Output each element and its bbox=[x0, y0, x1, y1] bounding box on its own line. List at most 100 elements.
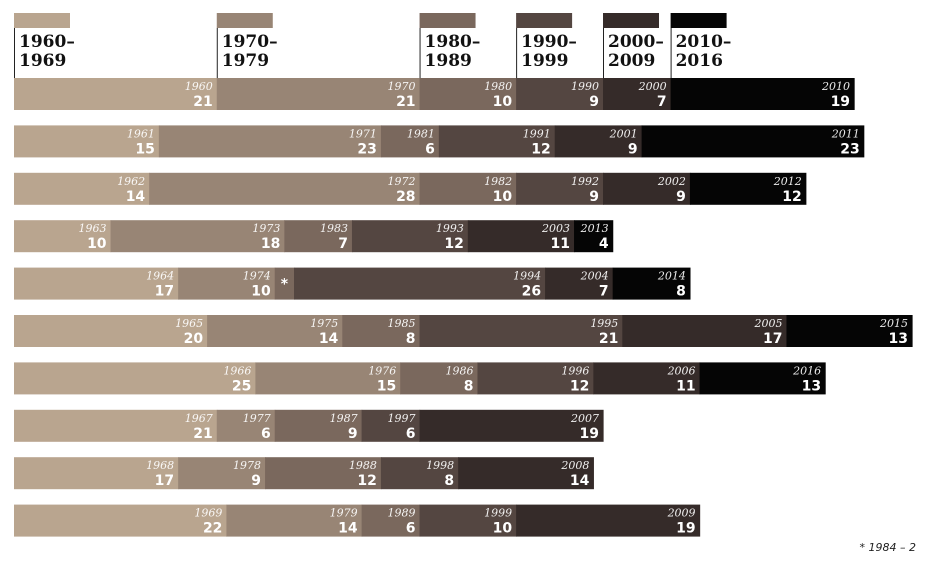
year-label-2004: 2004 bbox=[580, 270, 609, 283]
value-label-1987: 9 bbox=[348, 426, 358, 442]
bar-segment-2006 bbox=[593, 362, 701, 395]
year-label-1993: 1993 bbox=[436, 222, 464, 235]
legend-label-start: 2010– bbox=[676, 32, 732, 52]
bar-rows: 1960211970211980101990920007201019196115… bbox=[14, 78, 913, 537]
bar-segment-1975 bbox=[207, 315, 343, 347]
bar-segment-2003 bbox=[467, 220, 575, 253]
value-label-1995: 21 bbox=[599, 331, 618, 347]
bar-segment-1967 bbox=[14, 409, 218, 442]
year-label-1992: 1992 bbox=[571, 175, 599, 188]
legend-decade-1: 1960–1969 bbox=[14, 13, 75, 78]
bar-segment-1968 bbox=[14, 457, 179, 490]
bar-segment-2010 bbox=[670, 78, 855, 110]
year-label-2011: 2011 bbox=[831, 127, 860, 140]
value-label-2002: 9 bbox=[676, 189, 686, 205]
year-label-1976: 1976 bbox=[368, 364, 396, 377]
value-label-1999: 10 bbox=[493, 521, 513, 537]
value-label-1964: 17 bbox=[155, 284, 174, 300]
year-label-1978: 1978 bbox=[233, 459, 261, 472]
value-label-1992: 9 bbox=[589, 189, 599, 205]
value-label-1990: 9 bbox=[589, 94, 599, 110]
value-label-2007: 19 bbox=[580, 426, 599, 442]
bar-segment-2013 bbox=[574, 220, 614, 253]
value-label-2014: 8 bbox=[676, 284, 686, 300]
value-label-1966: 25 bbox=[232, 378, 251, 394]
year-label-1996: 1996 bbox=[561, 364, 589, 377]
bar-segment-1986 bbox=[400, 362, 479, 395]
value-label-1989: 6 bbox=[406, 521, 416, 537]
bar-segment-2001 bbox=[554, 125, 643, 158]
value-label-1978: 9 bbox=[251, 473, 261, 489]
legend-label-start: 2000– bbox=[608, 32, 664, 52]
value-label-1974: 10 bbox=[251, 284, 271, 300]
year-label-1987: 1987 bbox=[330, 412, 358, 425]
value-label-1998: 8 bbox=[444, 473, 454, 489]
bar-segment-1966 bbox=[14, 362, 256, 395]
legend-swatch bbox=[603, 13, 660, 28]
bar-segment-1989 bbox=[361, 504, 421, 537]
legend-label-end: 2016 bbox=[676, 51, 723, 71]
bar-segment-1976 bbox=[255, 362, 401, 395]
year-label-1970: 1970 bbox=[388, 80, 416, 93]
value-label-1972: 28 bbox=[396, 189, 415, 205]
legend-swatch bbox=[419, 13, 476, 28]
bar-segment-1978 bbox=[178, 457, 266, 490]
bar-segment-1991 bbox=[438, 125, 556, 158]
year-label-1983: 1983 bbox=[320, 222, 348, 235]
bar-segment-1969 bbox=[14, 504, 228, 537]
value-label-1965: 20 bbox=[184, 331, 204, 347]
bar-segment-1996 bbox=[477, 362, 594, 395]
bar-segment-1980 bbox=[419, 78, 517, 110]
bar-segment-1992 bbox=[516, 172, 604, 205]
bar-segment-2007 bbox=[419, 409, 604, 442]
bar-segment-1998 bbox=[380, 457, 459, 490]
year-label-2010: 2010 bbox=[821, 80, 850, 93]
value-label-1979: 14 bbox=[338, 521, 358, 537]
legend-label-start: 1980– bbox=[425, 32, 481, 52]
value-label-1996: 12 bbox=[570, 378, 589, 394]
value-label-2004: 7 bbox=[599, 284, 609, 300]
bar-segment-2000 bbox=[603, 78, 672, 110]
year-label-2015: 2015 bbox=[879, 317, 908, 330]
year-label-1988: 1988 bbox=[349, 459, 377, 472]
year-label-1964: 1964 bbox=[146, 270, 174, 283]
value-label-2010: 19 bbox=[831, 94, 850, 110]
year-label-1986: 1986 bbox=[445, 364, 473, 377]
bar-segment-1994 bbox=[294, 267, 546, 300]
legend-label-end: 1979 bbox=[222, 51, 269, 71]
value-label-1973: 18 bbox=[261, 236, 280, 252]
value-label-2012: 12 bbox=[782, 189, 801, 205]
bar-segment-2012 bbox=[689, 172, 807, 205]
value-label-1971: 23 bbox=[357, 141, 376, 157]
year-label-1980: 1980 bbox=[484, 80, 512, 93]
value-label-1963: 10 bbox=[87, 236, 107, 252]
value-label-1982: 10 bbox=[493, 189, 513, 205]
value-label-1986: 8 bbox=[464, 378, 474, 394]
year-label-2003: 2003 bbox=[541, 222, 570, 235]
bar-segment-2008 bbox=[458, 457, 594, 490]
year-label-1997: 1997 bbox=[388, 412, 416, 425]
value-label-2000: 7 bbox=[657, 94, 667, 110]
bar-segment-1984 bbox=[274, 267, 295, 300]
year-label-2012: 2012 bbox=[773, 175, 802, 188]
value-label-1967: 21 bbox=[193, 426, 212, 442]
bar-segment-2002 bbox=[603, 172, 691, 205]
legend-swatch bbox=[516, 13, 573, 28]
value-label-2013: 4 bbox=[599, 236, 609, 252]
bar-segment-1960 bbox=[14, 78, 218, 110]
value-label-2009: 19 bbox=[676, 521, 695, 537]
value-label-1980: 10 bbox=[493, 94, 513, 110]
year-label-2006: 2006 bbox=[667, 364, 696, 377]
bar-segment-1993 bbox=[351, 220, 469, 253]
bar-segment-2009 bbox=[516, 504, 701, 537]
value-label-1961: 15 bbox=[135, 141, 154, 157]
bar-segment-1985 bbox=[342, 315, 421, 347]
value-label-1977: 6 bbox=[261, 426, 271, 442]
year-label-1985: 1985 bbox=[388, 317, 416, 330]
year-label-2000: 2000 bbox=[638, 80, 667, 93]
value-label-1968: 17 bbox=[155, 473, 174, 489]
value-label-1981: 6 bbox=[425, 141, 435, 157]
